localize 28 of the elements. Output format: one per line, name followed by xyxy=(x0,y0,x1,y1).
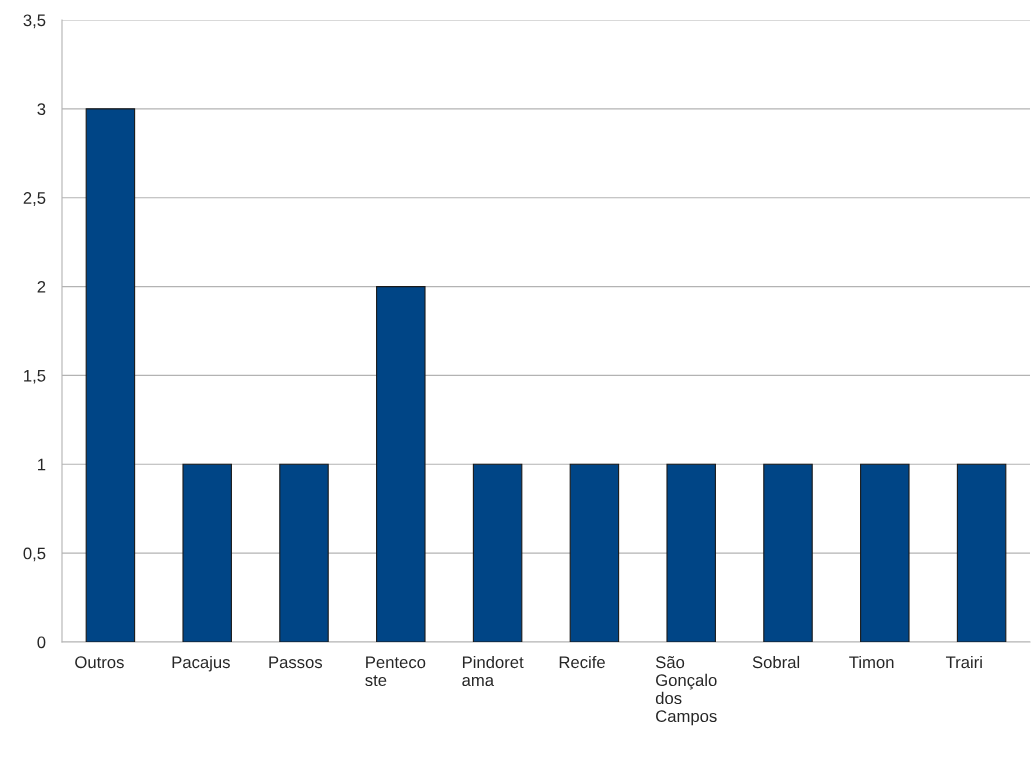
x-tick-label: Trairi xyxy=(945,655,982,669)
x-tick-label: Sobral xyxy=(752,655,800,669)
y-tick-label: 2,5 xyxy=(23,192,46,206)
y-tick-label: 3,5 xyxy=(23,14,46,29)
x-tick-label: São Gonçalo dos Campos xyxy=(655,656,717,726)
y-tick-label: 2 xyxy=(37,280,46,293)
bar xyxy=(860,463,910,642)
bar xyxy=(472,463,523,642)
x-tick-label: Outros xyxy=(75,656,124,669)
x-tick-label: Timon xyxy=(849,655,894,669)
bar xyxy=(279,463,329,642)
bar xyxy=(376,286,426,642)
y-tick-label: 1,5 xyxy=(24,370,46,384)
x-tick-label: Penteco ste xyxy=(365,656,426,687)
bar xyxy=(182,463,232,642)
x-tick-label: Pacajus xyxy=(172,655,230,672)
x-tick-label: Passos xyxy=(269,656,323,669)
y-tick-label: 1 xyxy=(38,458,46,471)
x-tick-label: Recife xyxy=(559,655,605,669)
y-tick-label: 3 xyxy=(37,103,46,116)
bar xyxy=(956,463,1007,642)
x-tick-label: Pindoret ama xyxy=(462,655,524,687)
bar xyxy=(85,108,136,642)
bar xyxy=(763,463,813,642)
y-tick-label: 0,5 xyxy=(23,547,46,562)
bar xyxy=(569,463,620,642)
bar xyxy=(666,463,716,642)
y-tick-label: 0 xyxy=(37,636,46,649)
